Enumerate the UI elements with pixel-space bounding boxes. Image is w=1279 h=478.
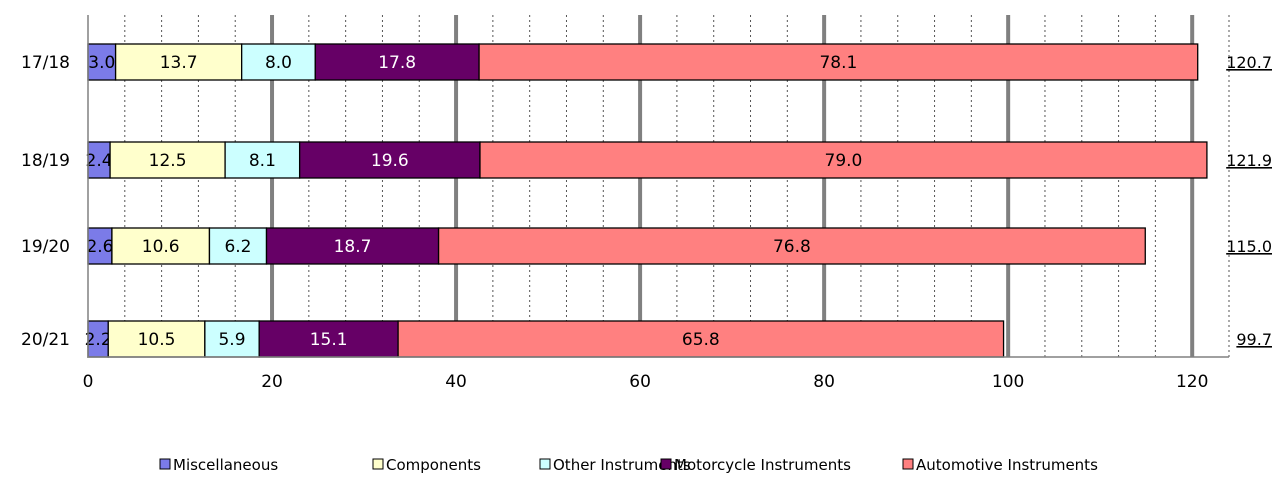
legend-label: Components (386, 456, 481, 474)
total-label: 115.0 (1226, 237, 1272, 256)
x-tick-label: 80 (813, 372, 835, 392)
bar-segment (298, 141, 481, 179)
legend: Miscellaneous Components Other Instruments… (159, 456, 1098, 474)
legend-label: Miscellaneous (173, 456, 278, 474)
legend-swatch (372, 458, 384, 470)
bars: 3.0 13.7 8.0 17.8 78.1 2.4 12.5 8.1 19.6 79.0 2.6 1… (85, 43, 1208, 358)
legend-item: Automotive Instruments (902, 456, 1098, 474)
bar-segment (109, 141, 226, 179)
x-tick-label: 40 (445, 372, 467, 392)
bar-segment (478, 43, 1199, 81)
total-label: 120.7 (1226, 53, 1272, 72)
data-label: 10.5 (138, 330, 176, 350)
bar-group: 2.2 10.5 5.9 15.1 65.8 (85, 320, 1005, 358)
category-label: 19/20 (21, 237, 70, 257)
category-labels: 17/18 18/19 19/20 20/21 (21, 53, 70, 350)
data-label: 15.1 (310, 330, 348, 350)
bar-segment (437, 227, 1146, 265)
legend-swatch (660, 458, 672, 470)
data-label: 79.0 (825, 151, 863, 171)
data-label: 18.7 (334, 237, 372, 257)
legend-swatch (902, 458, 914, 470)
data-label: 8.0 (265, 53, 292, 73)
legend-swatch (539, 458, 551, 470)
legend-item: Other Instruments (539, 456, 691, 474)
bar-segment (208, 227, 268, 265)
total-label: 121.9 (1226, 151, 1272, 170)
bar-group: 2.6 10.6 6.2 18.7 76.8 (86, 227, 1146, 265)
x-tick-label: 20 (261, 372, 283, 392)
data-label: 19.6 (371, 151, 409, 171)
legend-item: Components (372, 456, 481, 474)
legend-label: Motorcycle Instruments (674, 456, 851, 474)
total-labels: 120.7 121.9 115.0 99.7 (1226, 53, 1272, 349)
bar-group: 3.0 13.7 8.0 17.8 78.1 (87, 43, 1199, 81)
total-label: 99.7 (1236, 330, 1272, 349)
data-label: 5.9 (218, 330, 245, 350)
legend-label: Automotive Instruments (916, 456, 1098, 474)
data-label: 65.8 (682, 330, 720, 350)
x-axis: 0 20 40 60 80 100 120 (83, 15, 1229, 392)
bar-segment (265, 227, 440, 265)
legend-label: Other Instruments (553, 456, 691, 474)
bar-segment (241, 43, 316, 81)
data-label: 2.2 (85, 330, 112, 350)
bar-segment (204, 320, 260, 358)
bar-segment (87, 43, 117, 81)
bar-group: 2.4 12.5 8.1 19.6 79.0 (86, 141, 1208, 179)
data-label: 2.4 (86, 151, 113, 171)
x-tick-label: 120 (1176, 372, 1208, 392)
legend-swatch (159, 458, 171, 470)
category-label: 20/21 (21, 330, 70, 350)
data-label: 78.1 (819, 53, 857, 73)
data-label: 6.2 (224, 237, 251, 257)
legend-item: Miscellaneous (159, 456, 278, 474)
category-label: 18/19 (21, 151, 70, 171)
bar-segment (479, 141, 1208, 179)
x-tick-label: 0 (83, 372, 94, 392)
data-label: 3.0 (88, 53, 115, 73)
data-label: 10.6 (142, 237, 180, 257)
category-label: 17/18 (21, 53, 70, 73)
bar-segment (111, 227, 211, 265)
data-label: 2.6 (86, 237, 113, 257)
x-tick-label: 100 (992, 372, 1024, 392)
x-tick-label: 60 (629, 372, 651, 392)
bar-segment (224, 141, 301, 179)
legend-item: Motorcycle Instruments (660, 456, 851, 474)
data-label: 76.8 (773, 237, 811, 257)
data-label: 12.5 (149, 151, 187, 171)
data-label: 8.1 (249, 151, 276, 171)
data-label: 17.8 (378, 53, 416, 73)
data-label: 13.7 (160, 53, 198, 73)
